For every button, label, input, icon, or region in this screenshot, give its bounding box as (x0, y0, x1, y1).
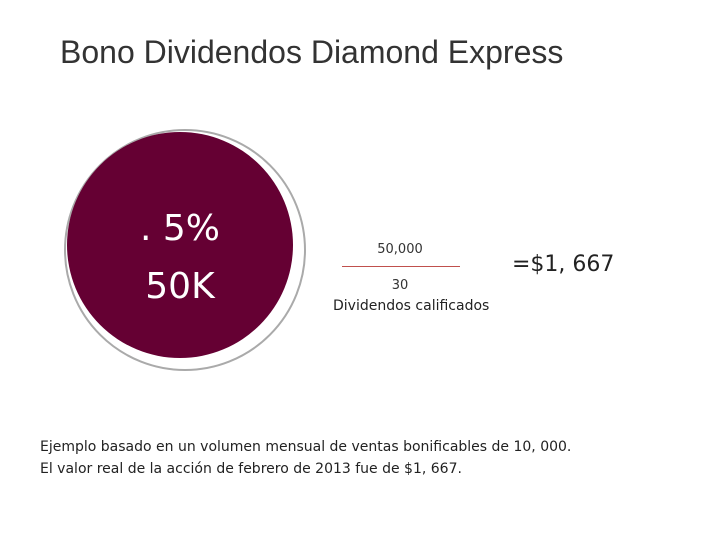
denominator: 30 (391, 278, 409, 293)
footnote: Ejemplo basado en un volumen mensual de … (40, 436, 571, 480)
footnote-line: Ejemplo basado en un volumen mensual de … (40, 439, 572, 455)
inner-circle (67, 132, 293, 358)
denominator-label: Dividendos calificados (333, 298, 490, 314)
circle-line2: 50K (145, 266, 215, 307)
footnote-line: El valor real de la acción de febrero de… (40, 461, 462, 477)
circle-text: . 5% 50K (120, 200, 240, 316)
numerator: 50,000 (377, 242, 423, 257)
circle-graphic (64, 129, 306, 371)
circle-line1: . 5% (140, 208, 220, 249)
result: =$1, 667 (512, 252, 615, 277)
title: Bono Dividendos Diamond Express (60, 34, 564, 70)
fraction-line (342, 266, 460, 267)
